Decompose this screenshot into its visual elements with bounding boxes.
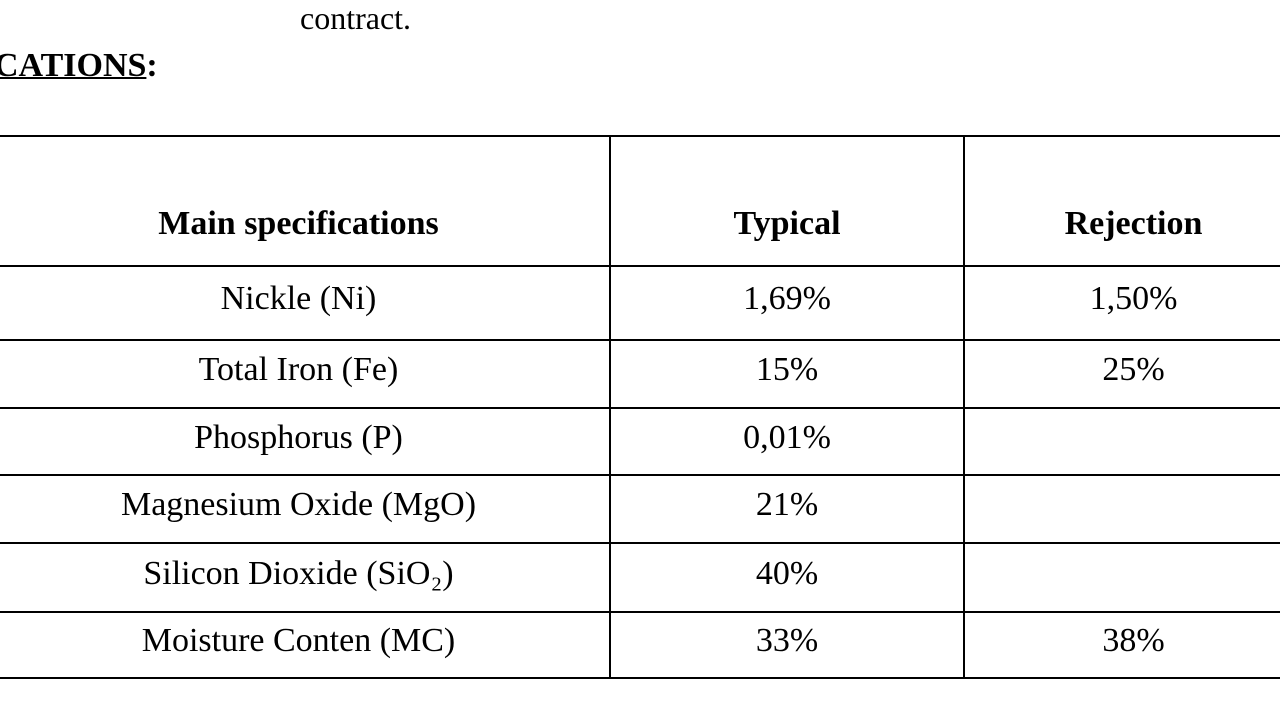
empty-cell	[963, 542, 1280, 613]
table-cell: Nickle (Ni)	[0, 265, 611, 341]
header-cell: Main specifications	[0, 135, 611, 267]
header-row: Main specifications Typical Rejection	[0, 135, 1280, 267]
heading-suffix: :	[146, 47, 158, 84]
table-cell: 38%	[963, 611, 1280, 679]
table-body: Nickle (Ni) 1,69% 1,50% Total Iron (Fe) 15% 2…	[0, 265, 1280, 679]
table-cell: 21%	[609, 474, 965, 544]
table-cell: Magnesium Oxide (MgO)	[0, 474, 611, 544]
table-cell: 33%	[609, 611, 965, 679]
table-row: Moisture Conten (MC) 33% 38%	[0, 611, 1280, 679]
table-cell: Moisture Conten (MC)	[0, 611, 611, 679]
table-cell: 40%	[609, 542, 965, 613]
table-row: Silicon Dioxide (SiO₂) 40%	[0, 542, 1280, 613]
spec-table: Main specifications Typical Rejection Nick…	[0, 135, 1280, 679]
table-row: Nickle (Ni) 1,69% 1,50%	[0, 265, 1280, 341]
table-cell: Total Iron (Fe)	[0, 339, 611, 409]
intro-text: contract.	[300, 0, 412, 36]
section-heading: CATIONS:	[0, 46, 158, 86]
table-cell: 15%	[609, 339, 965, 409]
table-row: Phosphorus (P) 0,01%	[0, 407, 1280, 476]
table-cell: 1,50%	[963, 265, 1280, 341]
table-cell: Phosphorus (P)	[0, 407, 611, 476]
table-row: Total Iron (Fe) 15% 25%	[0, 339, 1280, 409]
table-cell: 1,69%	[609, 265, 965, 341]
header-cell: Typical	[609, 135, 965, 267]
table-cell: Silicon Dioxide (SiO₂)	[0, 542, 611, 613]
header-cell: Rejection	[963, 135, 1280, 267]
table-wrap: Main specifications Typical Rejection Nick…	[0, 135, 1280, 695]
table-cell: 0,01%	[609, 407, 965, 476]
table-row: Magnesium Oxide (MgO) 21%	[0, 474, 1280, 544]
heading-text: CATIONS	[0, 47, 147, 84]
empty-cell	[963, 474, 1280, 544]
empty-cell	[963, 407, 1280, 476]
table-cell: 25%	[963, 339, 1280, 409]
